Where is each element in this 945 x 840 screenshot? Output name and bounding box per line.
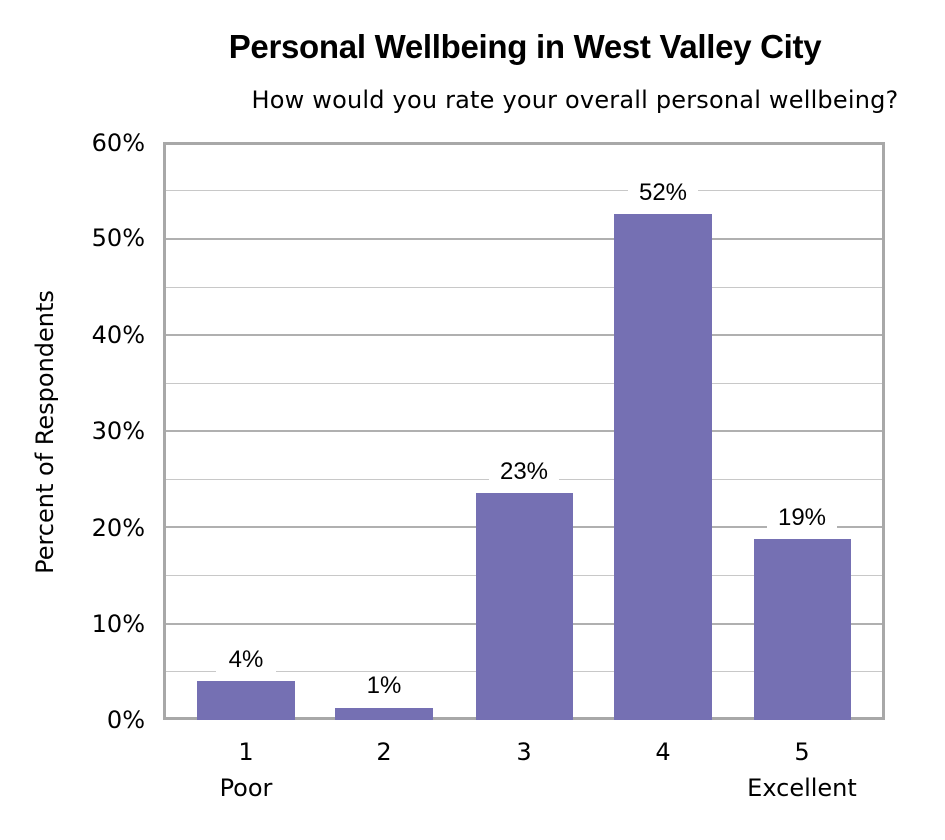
bar-1-poor xyxy=(197,681,295,720)
data-label: 23% xyxy=(489,458,559,486)
x-tick-number: 3 xyxy=(516,738,532,766)
x-tick-sublabel: Poor xyxy=(219,774,273,802)
y-tick: 0% xyxy=(106,706,145,734)
data-label: 4% xyxy=(216,646,276,674)
chart-title: Personal Wellbeing in West Valley City xyxy=(228,28,822,65)
bar-2 xyxy=(335,708,433,720)
y-tick: 50% xyxy=(91,224,145,252)
y-tick: 10% xyxy=(91,610,145,638)
x-tick-4: 4 xyxy=(593,734,733,770)
x-tick-5: 5 Excellent xyxy=(732,734,872,806)
x-tick-number: 2 xyxy=(376,738,392,766)
gridline xyxy=(166,334,882,336)
bar-5-excellent xyxy=(754,539,851,720)
data-label: 1% xyxy=(354,672,414,700)
x-tick-2: 2 xyxy=(314,734,454,770)
gridline xyxy=(166,287,882,288)
y-tick: 40% xyxy=(91,321,145,349)
gridline xyxy=(166,190,882,191)
x-tick-number: 5 xyxy=(794,738,810,766)
chart-subtitle: How would you rate your overall personal… xyxy=(251,86,899,114)
y-tick: 30% xyxy=(91,417,145,445)
x-tick-sublabel: Excellent xyxy=(747,774,857,802)
gridline xyxy=(166,430,882,432)
x-tick-3: 3 xyxy=(454,734,594,770)
gridline xyxy=(166,238,882,240)
bar-4 xyxy=(614,214,712,720)
x-tick-1: 1 Poor xyxy=(176,734,316,806)
x-tick-number: 4 xyxy=(655,738,671,766)
gridline xyxy=(166,383,882,384)
y-tick: 20% xyxy=(91,514,145,542)
x-tick-number: 1 xyxy=(238,738,254,766)
bar-3 xyxy=(476,493,573,720)
data-label: 52% xyxy=(628,179,698,207)
y-tick: 60% xyxy=(91,129,145,157)
data-label: 19% xyxy=(767,504,837,532)
